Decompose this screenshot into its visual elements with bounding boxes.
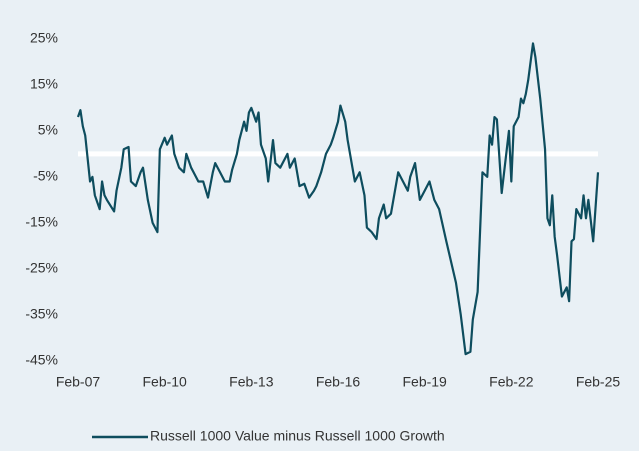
y-tick-label: 25% bbox=[30, 30, 58, 46]
x-tick-label: Feb-25 bbox=[576, 374, 621, 390]
x-tick-label: Feb-16 bbox=[316, 374, 361, 390]
x-tick-label: Feb-07 bbox=[56, 374, 101, 390]
legend-label: Russell 1000 Value minus Russell 1000 Gr… bbox=[150, 428, 445, 444]
y-tick-label: 5% bbox=[38, 122, 58, 138]
y-tick-label: -35% bbox=[25, 306, 58, 322]
x-tick-label: Feb-10 bbox=[142, 374, 187, 390]
y-tick-label: -5% bbox=[33, 168, 58, 184]
data-line bbox=[76, 42, 600, 356]
y-tick-label: 15% bbox=[30, 76, 58, 92]
y-tick-label: -25% bbox=[25, 260, 58, 276]
x-tick-label: Feb-13 bbox=[229, 374, 274, 390]
x-tick-label: Feb-19 bbox=[402, 374, 447, 390]
x-tick-label: Feb-22 bbox=[489, 374, 534, 390]
y-tick-label: -45% bbox=[25, 352, 58, 368]
y-tick-label: -15% bbox=[25, 214, 58, 230]
